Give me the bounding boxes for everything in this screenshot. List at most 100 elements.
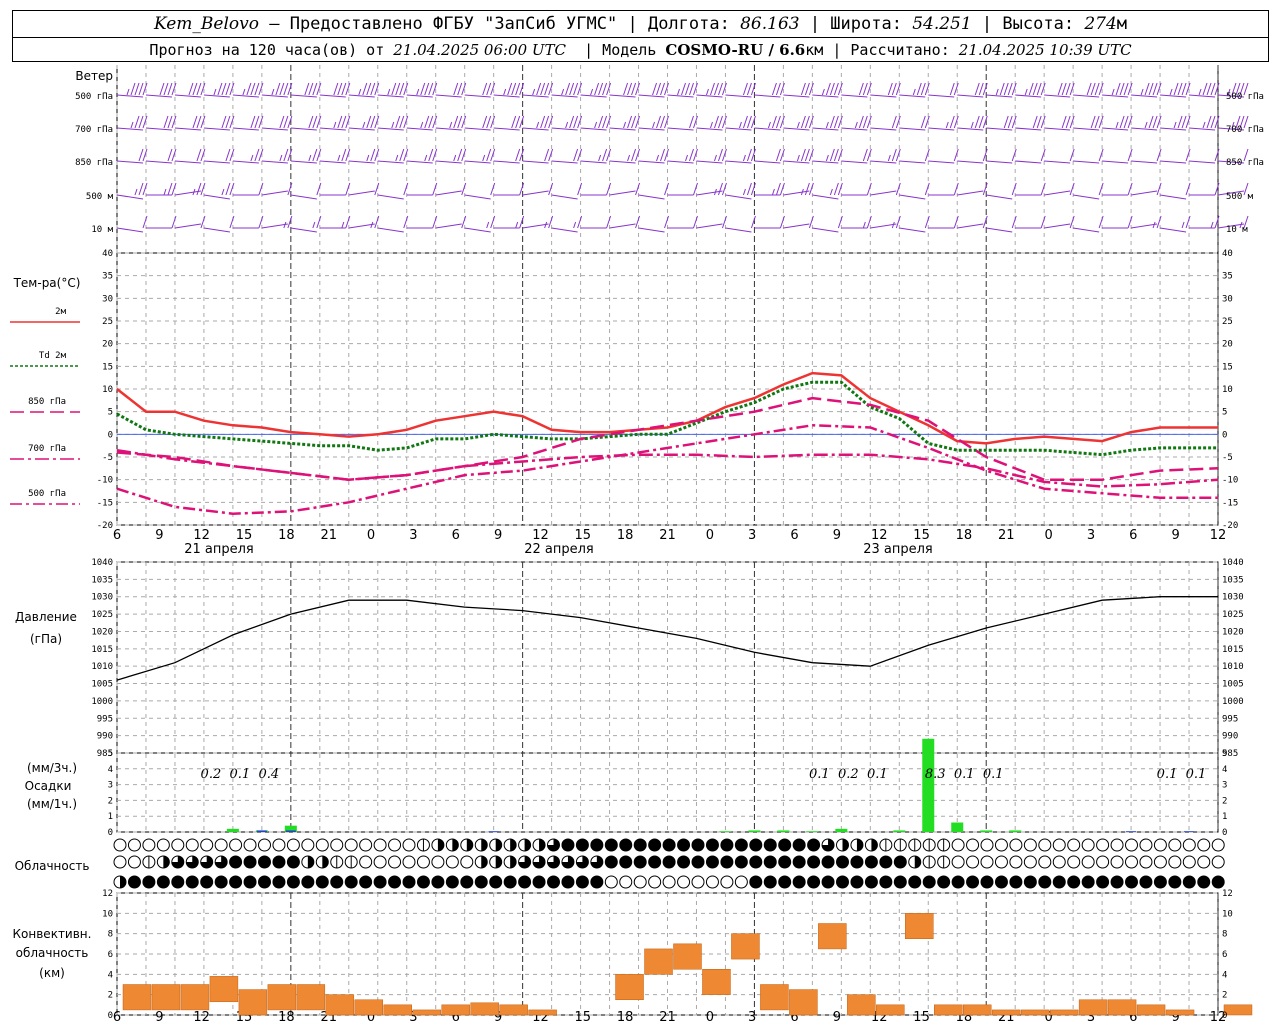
forecast-header: Прогноз на 120 часа(ов) от 21.04.2025 06… (12, 37, 1269, 62)
wind-barb-feather (229, 148, 235, 162)
wind-title: Ветер (75, 69, 113, 83)
wind-barb-half-feather (341, 221, 345, 229)
wind-barb-shaft (870, 127, 897, 131)
cloud-cover-full (749, 855, 763, 869)
wind-barb-feather (1098, 215, 1104, 229)
wind-barb-feather (304, 82, 310, 96)
wind-barb-feather (866, 148, 872, 162)
hour-label-conv: 18 (617, 1010, 634, 1024)
wind-barb-half-feather (358, 88, 362, 96)
pressure-tick-left: 995 (97, 714, 113, 724)
wind-barb-feather (635, 82, 641, 96)
wind-barb-feather (370, 148, 376, 162)
wind-barb-feather (721, 148, 727, 162)
wind-barb-shaft (406, 160, 433, 164)
temp-tick-left: 15 (102, 362, 113, 372)
wind-barb-shaft (290, 127, 317, 131)
cloud-cover-full (474, 875, 488, 889)
wind-barb-shaft (783, 160, 810, 164)
wind-barb-feather (1243, 148, 1249, 162)
wind-barb-feather (341, 148, 347, 162)
cloud-cover-full (229, 855, 243, 869)
wind-barb-feather (750, 115, 756, 129)
wind-barb-feather (1011, 82, 1017, 96)
wind-barb-feather (221, 115, 227, 129)
wind-barb-shaft (725, 94, 752, 98)
wind-barb-feather (606, 215, 612, 229)
wind-barb-feather (287, 82, 293, 96)
precip-1h-bar (1184, 831, 1195, 832)
cloud-cover-half (437, 839, 444, 851)
wind-barb-feather (287, 148, 293, 162)
wind-barb-half-feather (652, 121, 656, 129)
temp-legend-label: 850 гПа (28, 397, 66, 407)
cloud-cover-full (734, 855, 748, 869)
wind-barb-half-feather (713, 188, 717, 196)
cloud-cover-three-quarter (547, 856, 560, 868)
conv-tick-right: 6 (1222, 950, 1227, 960)
wind-barb-shaft (696, 223, 723, 229)
wind-barb-shaft (957, 223, 984, 229)
wind-barb-feather (717, 182, 723, 196)
wind-barb-feather (171, 115, 177, 129)
wind-barb-shaft (232, 94, 259, 98)
wind-barb-shaft (377, 160, 404, 164)
pressure-panel (116, 596, 1218, 681)
wind-barb-feather (374, 215, 380, 229)
wind-barb-feather (171, 148, 177, 162)
temp-tick-left: 20 (102, 340, 113, 350)
wind-barb-feather (713, 115, 719, 129)
precip-value-label: 0.1 (809, 767, 830, 782)
cloud-cover-full (749, 838, 763, 852)
wind-barb-shaft (812, 127, 839, 131)
cloud-cover-full (879, 855, 893, 869)
conv-cloud-bar (122, 984, 152, 1011)
hour-label-conv: 3 (748, 1010, 756, 1024)
precip-3h-bar (226, 828, 239, 832)
wind-barb-feather (1057, 82, 1063, 96)
cloud-cover-marker (1023, 855, 1037, 869)
wind-barb-shaft (783, 223, 810, 229)
conv-tick-right: 2 (1222, 991, 1227, 1001)
wind-barb-feather (507, 82, 513, 96)
conv-cloud-bar (470, 1002, 499, 1016)
wind-barb-feather (635, 215, 641, 229)
temp-legend-label: 2м (55, 307, 66, 317)
precip-value-label: 0.1 (230, 767, 251, 782)
wind-barb-half-feather (800, 188, 804, 196)
wind-barb-feather (283, 115, 289, 129)
cloud-cover-full (633, 838, 647, 852)
wind-barb-feather (432, 82, 438, 96)
alt-unit: м (1116, 14, 1128, 34)
wind-barb-feather (515, 115, 521, 129)
wind-barb-feather (540, 82, 546, 96)
wind-barb-shaft (609, 190, 636, 196)
wind-barb-shaft (580, 160, 607, 164)
cloud-cover-half (871, 839, 878, 851)
wind-barb-feather (275, 82, 281, 96)
conv-cloud-bar (731, 933, 760, 960)
wind-barb-feather (229, 82, 235, 96)
cloud-cover-full (922, 875, 936, 889)
wind-barb-feather (1028, 82, 1034, 96)
precip-value-label: 0.4 (258, 767, 279, 782)
cloud-cover-marker (127, 838, 141, 852)
wind-barb-shaft (261, 127, 288, 131)
wind-barb-half-feather (1152, 221, 1156, 229)
cloud-cover-full (1211, 875, 1225, 889)
precip-tick-right: 3 (1222, 781, 1227, 791)
wind-barb-feather (287, 215, 293, 229)
conv-cloud-bar (238, 989, 268, 1016)
wind-barb-feather (457, 148, 463, 162)
pressure-tick-left: 1035 (91, 575, 113, 585)
wind-barb-shaft (116, 227, 144, 233)
wind-barb-shaft (406, 127, 433, 131)
wind-barb-feather (432, 148, 438, 162)
wind-barb-half-feather (829, 188, 833, 196)
wind-barb-shaft (1044, 223, 1071, 229)
wind-barb-feather (196, 115, 202, 129)
pressure-tick-right: 985 (1222, 749, 1238, 759)
wind-barb-shaft (319, 94, 346, 98)
wind-barb-shaft (1073, 94, 1100, 98)
wind-barb-feather (974, 82, 980, 96)
